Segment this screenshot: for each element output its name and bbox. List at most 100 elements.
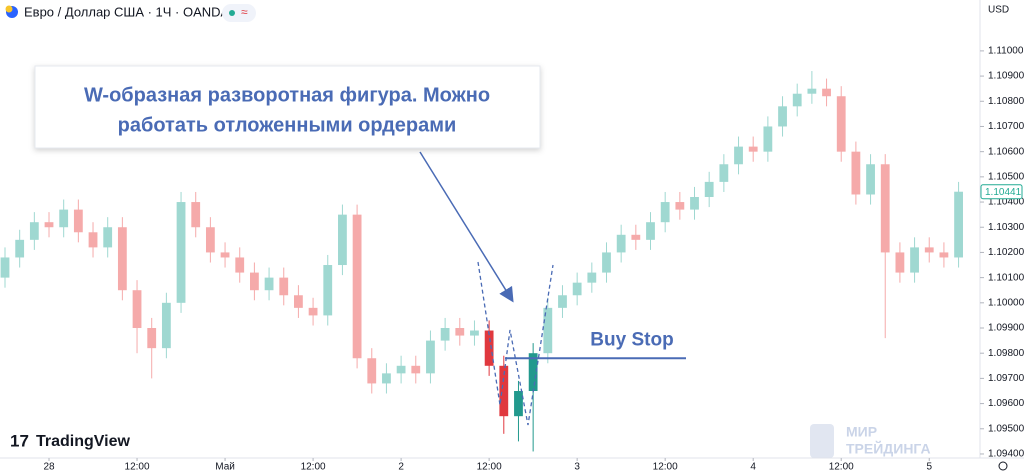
y-tick-label: 1.10700 bbox=[988, 121, 1024, 132]
symbol-icon bbox=[5, 5, 13, 13]
y-tick-label: 1.10300 bbox=[988, 222, 1024, 233]
candle-body bbox=[748, 146, 758, 152]
y-tick-label: 1.10100 bbox=[988, 272, 1024, 283]
candle-body bbox=[279, 277, 289, 296]
x-tick-label: Май bbox=[215, 462, 235, 473]
candle-body bbox=[249, 272, 259, 291]
candle-body bbox=[205, 227, 215, 253]
candle-body bbox=[235, 257, 245, 273]
candle-body bbox=[954, 191, 963, 258]
candle-body bbox=[484, 330, 494, 366]
candles bbox=[0, 71, 963, 452]
y-tick-label: 1.10600 bbox=[988, 146, 1024, 157]
candle-body bbox=[939, 252, 949, 258]
x-tick-label: 28 bbox=[43, 462, 55, 473]
candle-body bbox=[73, 209, 83, 233]
candle-body bbox=[367, 358, 377, 384]
y-tick-label: 1.09400 bbox=[988, 449, 1024, 460]
candle-body bbox=[763, 126, 773, 152]
candle-body bbox=[338, 214, 347, 266]
candle-body bbox=[411, 365, 421, 374]
candle-body bbox=[264, 277, 274, 291]
candle-body bbox=[836, 96, 846, 152]
candle-body bbox=[792, 93, 802, 107]
candle-body bbox=[470, 330, 479, 336]
symbol-title[interactable]: Евро / Доллар США · 1Ч · OANDA bbox=[24, 4, 230, 19]
y-tick-label: 1.10400 bbox=[988, 197, 1024, 208]
candle-body bbox=[851, 151, 861, 195]
last-price-label: 1.10441 bbox=[985, 187, 1022, 198]
buy-stop-label: Buy Stop bbox=[590, 329, 673, 350]
candle-body bbox=[499, 365, 509, 417]
candle-body bbox=[719, 164, 729, 182]
tradingview-logo: 17 TradingView bbox=[10, 431, 131, 450]
axes: 1.09400 1.09500 1.09600 1.09700 1.09800 1.099… bbox=[43, 46, 1024, 473]
status-dot bbox=[229, 10, 235, 16]
candle-body bbox=[88, 232, 98, 248]
x-tick-label: 12:00 bbox=[301, 462, 326, 473]
candle-body bbox=[587, 272, 597, 283]
candle-body bbox=[807, 88, 817, 94]
candle-body bbox=[734, 146, 743, 165]
brand-watermark: МИР ТРЕЙДИНГА bbox=[810, 424, 931, 458]
candle-body bbox=[382, 373, 391, 384]
candle-body bbox=[910, 247, 919, 273]
candle-body bbox=[616, 234, 626, 253]
candle-body bbox=[646, 222, 655, 240]
x-tick-label: 12:00 bbox=[125, 462, 150, 473]
logo-icon: 17 bbox=[10, 431, 29, 450]
y-tick-label: 1.09700 bbox=[988, 373, 1024, 384]
candle-body bbox=[44, 222, 54, 228]
y-tick-label: 1.10500 bbox=[988, 171, 1024, 182]
candle-body bbox=[675, 202, 685, 210]
x-tick-label: 12:00 bbox=[653, 462, 678, 473]
candle-body bbox=[103, 227, 113, 248]
candle-body bbox=[176, 202, 186, 303]
x-tick-label: 12:00 bbox=[829, 462, 854, 473]
annotation: W-образная разворотная фигура. Можно раб… bbox=[34, 65, 541, 149]
candle-body bbox=[866, 164, 875, 195]
candle-body bbox=[660, 202, 670, 223]
currency-label: USD bbox=[988, 5, 1009, 16]
y-tick-label: 1.09600 bbox=[988, 398, 1024, 409]
y-tick-label: 1.10200 bbox=[988, 247, 1024, 258]
candle-body bbox=[161, 302, 171, 349]
candle-body bbox=[352, 214, 362, 359]
candle-body bbox=[690, 197, 699, 210]
candle-body bbox=[924, 247, 934, 253]
x-tick-label: 12:00 bbox=[477, 462, 502, 473]
x-tick-label: 5 bbox=[926, 462, 932, 473]
candle-body bbox=[147, 328, 157, 349]
pattern-line bbox=[477, 261, 554, 426]
candle-body bbox=[396, 365, 406, 374]
candle-body bbox=[704, 181, 714, 198]
candle-body bbox=[514, 390, 523, 417]
y-tick-label: 1.10000 bbox=[988, 297, 1024, 308]
settings-icon[interactable] bbox=[998, 461, 1008, 471]
candle-body bbox=[778, 106, 787, 127]
header: Евро / Доллар США · 1Ч · OANDA ≈ bbox=[5, 4, 256, 22]
candle-body bbox=[294, 295, 303, 308]
candle-body bbox=[308, 307, 318, 316]
brand-icon bbox=[810, 424, 834, 458]
y-tick-label: 1.09500 bbox=[988, 423, 1024, 434]
candle-body bbox=[572, 282, 582, 296]
candle-body bbox=[426, 340, 435, 374]
brand-text: МИР bbox=[846, 424, 877, 440]
candle-body bbox=[880, 164, 890, 253]
y-tick-label: 1.09800 bbox=[988, 348, 1024, 359]
candle-body bbox=[528, 353, 538, 391]
last-price-box bbox=[980, 184, 1023, 200]
y-tick-label: 1.11000 bbox=[988, 46, 1024, 57]
candle-body bbox=[117, 227, 127, 291]
candle-body bbox=[15, 239, 25, 258]
x-tick-label: 2 bbox=[398, 462, 404, 473]
y-tick-label: 1.09900 bbox=[988, 323, 1024, 334]
candle-body bbox=[822, 88, 831, 97]
x-tick-label: 3 bbox=[574, 462, 580, 473]
candle-body bbox=[602, 252, 611, 273]
candle-body bbox=[323, 265, 333, 316]
status-pill[interactable] bbox=[222, 4, 256, 22]
candle-body bbox=[220, 252, 230, 258]
candle-body bbox=[132, 290, 142, 329]
